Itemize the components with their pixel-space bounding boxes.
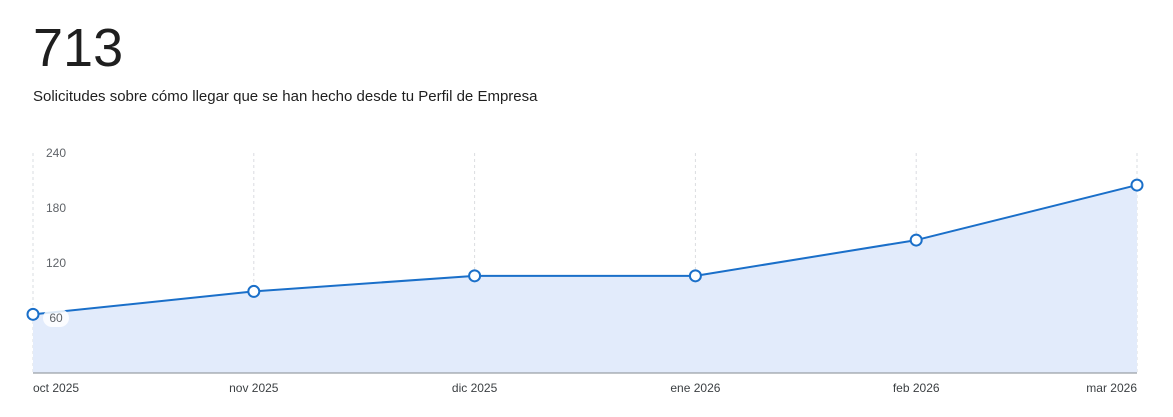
x-tick-label: feb 2026 bbox=[893, 381, 940, 395]
data-point bbox=[26, 307, 40, 321]
chart-description: Solicitudes sobre cómo llegar que se han… bbox=[33, 88, 538, 105]
data-point bbox=[909, 233, 923, 247]
x-tick-label: dic 2025 bbox=[452, 381, 498, 395]
x-axis-ticks: oct 2025 nov 2025 dic 2025 ene 2026 feb 2026… bbox=[33, 381, 1137, 395]
data-point bbox=[688, 269, 702, 283]
x-tick-label: ene 2026 bbox=[670, 381, 720, 395]
y-tick-label: 120 bbox=[46, 256, 66, 270]
y-tick-label-bg bbox=[43, 144, 69, 162]
x-tick-label: oct 2025 bbox=[33, 381, 79, 395]
area-fill bbox=[33, 185, 1137, 373]
y-axis-ticks: 60 120 180 240 bbox=[43, 144, 69, 327]
x-tick-label: mar 2026 bbox=[1086, 381, 1137, 395]
area-layer bbox=[32, 184, 1138, 374]
data-point bbox=[1130, 178, 1144, 192]
series-line bbox=[32, 184, 1138, 316]
y-tick-label: 180 bbox=[46, 201, 66, 215]
data-points bbox=[26, 178, 1144, 321]
y-tick-label-bg bbox=[43, 309, 69, 327]
data-point bbox=[247, 284, 261, 298]
data-point bbox=[468, 269, 482, 283]
y-tick-label-bg bbox=[43, 254, 69, 272]
total-count: 713 bbox=[33, 18, 124, 78]
y-tick-label: 60 bbox=[49, 311, 63, 325]
y-tick-label: 240 bbox=[46, 146, 66, 160]
y-tick-label-bg bbox=[43, 199, 69, 217]
x-tick-label: nov 2025 bbox=[229, 381, 279, 395]
